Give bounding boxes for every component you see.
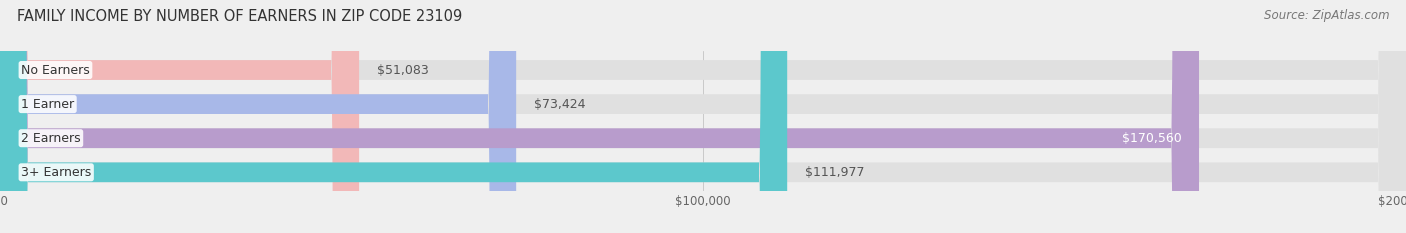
Text: $51,083: $51,083 [377,64,429,76]
Text: $73,424: $73,424 [534,98,585,111]
Text: $170,560: $170,560 [1122,132,1181,145]
FancyBboxPatch shape [0,0,1199,233]
FancyBboxPatch shape [0,0,787,233]
FancyBboxPatch shape [0,0,359,233]
Text: 3+ Earners: 3+ Earners [21,166,91,179]
FancyBboxPatch shape [0,0,516,233]
Text: No Earners: No Earners [21,64,90,76]
Text: 2 Earners: 2 Earners [21,132,80,145]
Text: Source: ZipAtlas.com: Source: ZipAtlas.com [1264,9,1389,22]
Text: 1 Earner: 1 Earner [21,98,75,111]
Text: FAMILY INCOME BY NUMBER OF EARNERS IN ZIP CODE 23109: FAMILY INCOME BY NUMBER OF EARNERS IN ZI… [17,9,463,24]
Text: $111,977: $111,977 [804,166,865,179]
